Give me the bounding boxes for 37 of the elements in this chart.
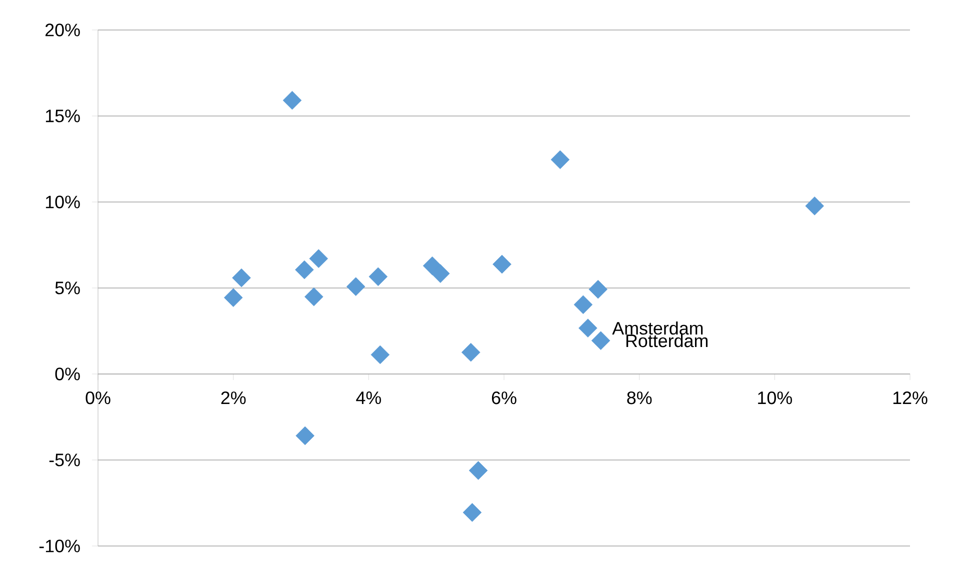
point <box>805 196 824 216</box>
point <box>295 260 314 280</box>
point <box>282 90 302 110</box>
annotation: Amsterdam <box>612 321 703 335</box>
point <box>462 503 482 522</box>
x-tick-label: 8% <box>627 391 652 404</box>
point <box>591 331 610 350</box>
x-tick-label: 6% <box>492 391 516 404</box>
point <box>304 287 324 306</box>
point <box>370 345 390 364</box>
point <box>431 264 450 283</box>
y-tick-label: 0% <box>55 368 80 380</box>
point <box>578 318 598 338</box>
x-tick-label: 10% <box>758 391 792 404</box>
y-tick-label: 20% <box>46 24 80 36</box>
y-tick-label: 15% <box>46 110 80 122</box>
x-tick-label: 0% <box>86 391 110 404</box>
point <box>468 461 488 480</box>
point <box>232 268 251 288</box>
y-tick-label: 5% <box>55 282 80 294</box>
x-tick-label: 4% <box>356 391 381 404</box>
point <box>224 288 243 308</box>
x-tick-label: 2% <box>221 391 246 404</box>
y-tick-label: -5% <box>49 454 80 466</box>
point <box>492 254 512 274</box>
point <box>574 295 593 314</box>
point <box>588 280 608 299</box>
y-tick-label: 10% <box>46 196 80 208</box>
point <box>550 150 570 170</box>
point <box>309 249 328 268</box>
point <box>296 426 314 446</box>
y-tick-label: -10% <box>39 540 80 552</box>
point <box>368 267 388 286</box>
annotation: Rotterdam <box>626 334 708 348</box>
x-tick-label: 12% <box>893 391 928 404</box>
point <box>346 277 366 296</box>
point <box>461 342 480 362</box>
